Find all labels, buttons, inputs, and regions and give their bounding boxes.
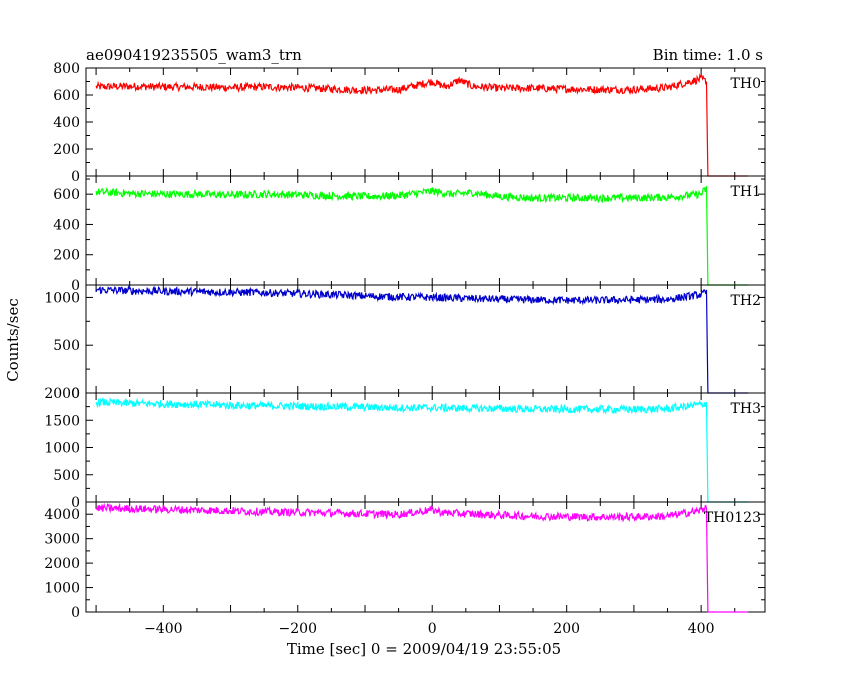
y-tick-label: 2000: [44, 386, 80, 402]
chart-title: ae090419235505_wam3_trn: [86, 46, 302, 64]
y-tick-label: 1000: [44, 581, 80, 597]
y-tick-label: 0: [71, 495, 80, 511]
y-tick-label: 400: [53, 115, 80, 131]
y-tick-label: 1000: [44, 290, 80, 306]
y-tick-label: 0: [71, 169, 80, 185]
series-line-th0123: [95, 502, 749, 613]
y-tick-label: 500: [53, 468, 80, 484]
x-tick-label: 0: [428, 621, 437, 637]
panel-label-th3: TH3: [731, 401, 761, 417]
y-tick-label: 1000: [44, 441, 80, 457]
y-tick-label: 500: [53, 338, 80, 354]
y-tick-label: 600: [53, 187, 80, 203]
y-tick-label: 800: [53, 61, 80, 77]
series-line-th3: [95, 396, 749, 503]
series-line-th1: [95, 185, 749, 286]
panel-frame-th2: [85, 284, 766, 394]
y-tick-label: 4000: [44, 507, 80, 523]
panel-frame-th0123: [85, 501, 766, 613]
panel-label-th1: TH1: [731, 184, 761, 200]
x-tick-label: 200: [553, 621, 580, 637]
y-tick-label: 3000: [44, 532, 80, 548]
series-line-th0: [95, 73, 749, 177]
y-tick-label: 0: [71, 278, 80, 294]
y-tick-label: 2000: [44, 556, 80, 572]
panel-label-th0123: TH0123: [704, 510, 761, 526]
y-tick-label: 0: [71, 605, 80, 621]
y-axis-label: Counts/sec: [4, 298, 22, 382]
panel-label-th0: TH0: [731, 76, 761, 92]
panel-label-th2: TH2: [731, 293, 761, 309]
y-tick-label: 1500: [44, 413, 80, 429]
y-tick-label: 600: [53, 88, 80, 104]
y-tick-label: 0: [71, 386, 80, 402]
x-axis-label: Time [sec] 0 = 2009/04/19 23:55:05: [287, 640, 561, 658]
y-tick-label: 400: [53, 217, 80, 233]
series-line-th2: [95, 284, 749, 394]
y-tick-label: 200: [53, 142, 80, 158]
bin-time-label: Bin time: 1.0 s: [653, 46, 763, 64]
x-tick-label: −400: [144, 621, 182, 637]
plot-area: 0 200 400 600 800 TH0 0 200 400 600 TH1 0 500 1000 TH2…: [44, 61, 766, 637]
x-tick-label: 400: [688, 621, 715, 637]
y-tick-label: 200: [53, 248, 80, 264]
x-tick-label: −200: [279, 621, 317, 637]
